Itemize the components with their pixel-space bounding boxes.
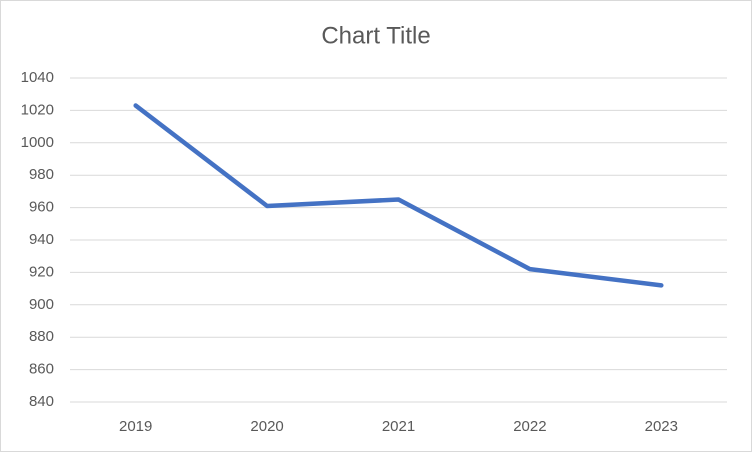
x-tick-label: 2019 — [119, 418, 152, 435]
y-tick-label: 1020 — [21, 101, 54, 118]
y-tick-label: 940 — [29, 231, 54, 248]
y-tick-label: 840 — [29, 393, 54, 410]
x-tick-label: 2021 — [382, 418, 415, 435]
y-tick-label: 980 — [29, 166, 54, 183]
y-tick-label: 880 — [29, 328, 54, 345]
y-tick-label: 1000 — [21, 134, 54, 151]
y-tick-label: 1040 — [21, 69, 54, 86]
x-tick-label: 2022 — [513, 418, 546, 435]
y-tick-label: 900 — [29, 296, 54, 313]
chart-title: Chart Title — [321, 22, 430, 49]
y-tick-label: 960 — [29, 199, 54, 216]
y-tick-label: 860 — [29, 361, 54, 378]
line-series — [133, 103, 664, 288]
y-tick-label: 920 — [29, 263, 54, 280]
x-tick-label: 2020 — [250, 418, 283, 435]
x-tick-label: 2023 — [645, 418, 678, 435]
